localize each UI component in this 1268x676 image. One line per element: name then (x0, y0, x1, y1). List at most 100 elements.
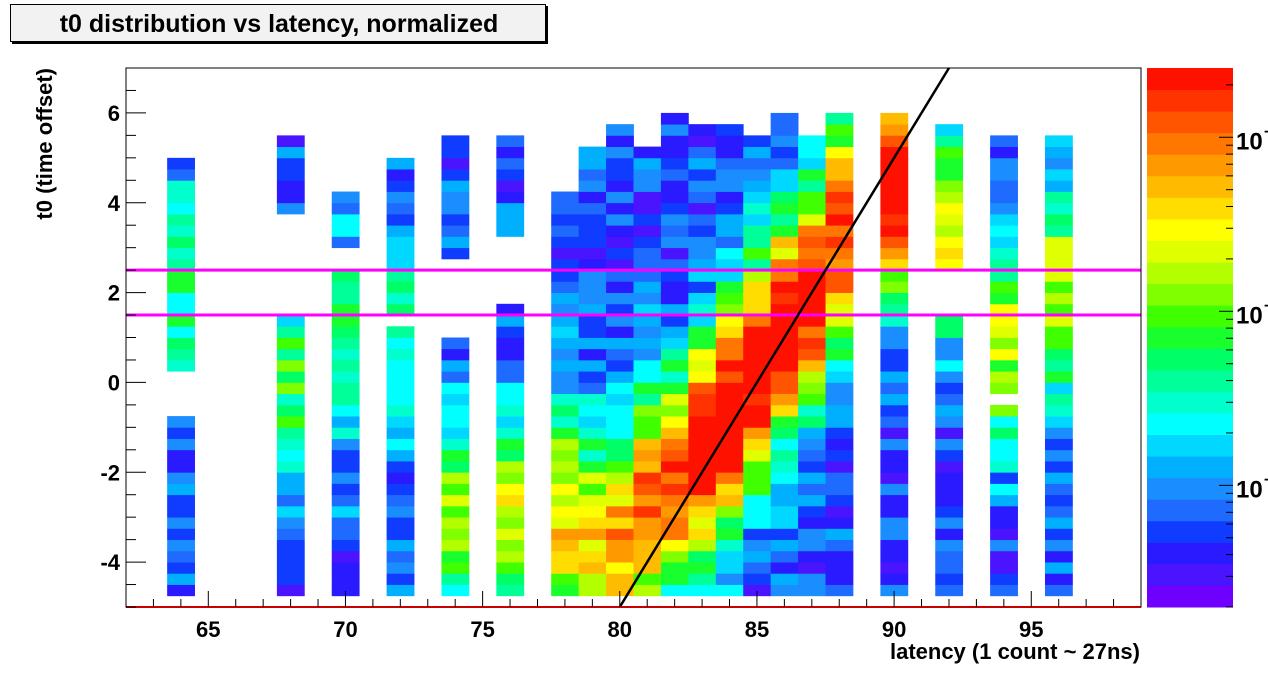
heatmap-cell (688, 404, 717, 417)
heatmap-cell (880, 449, 909, 462)
heatmap-cell (633, 562, 662, 574)
heatmap-cell (167, 202, 195, 215)
heatmap-cell (880, 438, 909, 451)
heatmap-cell (880, 112, 909, 125)
heatmap-cell (276, 517, 305, 529)
heatmap-cell (743, 225, 772, 237)
heatmap-cell (935, 483, 964, 496)
heatmap-cell (880, 124, 909, 136)
heatmap-cell (825, 124, 854, 136)
heatmap-cell (880, 505, 909, 518)
heatmap-cell (990, 483, 1018, 496)
heatmap-cell (715, 393, 744, 406)
heatmap-cell (825, 337, 854, 350)
heatmap-cell (386, 236, 415, 249)
heatmap-cell (633, 191, 662, 204)
heatmap-cell (496, 449, 525, 462)
heatmap-cell (660, 292, 689, 305)
heatmap-cell (633, 573, 662, 585)
heatmap-cell (935, 157, 964, 170)
heatmap-cell (496, 461, 525, 473)
heatmap-cell (743, 326, 772, 338)
heatmap-cell (825, 427, 854, 439)
heatmap-cell (578, 292, 607, 305)
heatmap-cell (715, 157, 744, 170)
heatmap-cell (167, 292, 195, 305)
heatmap-cell (167, 247, 195, 260)
heatmap-cell (551, 472, 580, 484)
heatmap-cell (825, 528, 854, 541)
heatmap-cell (578, 539, 607, 552)
heatmap-cell (578, 169, 607, 181)
heatmap-cell (496, 225, 525, 237)
heatmap-cell (990, 562, 1018, 574)
heatmap-cell (743, 202, 772, 215)
heatmap-cell (688, 135, 717, 148)
heatmap-cell (606, 438, 634, 451)
heatmap-cell (990, 169, 1018, 181)
heatmap-cell (743, 494, 772, 507)
heatmap-cell (825, 213, 854, 226)
heatmap-cell (825, 505, 854, 518)
heatmap-cell (770, 393, 799, 406)
heatmap-cell (935, 416, 964, 428)
heatmap-cell (551, 371, 580, 383)
heatmap-cell (167, 416, 195, 428)
heatmap-cell (386, 169, 415, 181)
heatmap-cell (276, 371, 305, 383)
heatmap-cell (688, 505, 717, 518)
heatmap-cell (551, 562, 580, 574)
colorbar-segment (1147, 305, 1233, 328)
heatmap-cell (551, 438, 580, 451)
heatmap-cell (551, 573, 580, 585)
x-axis: 65 70 75 80 85 90 95 (125, 591, 1142, 642)
heatmap-cell (935, 236, 964, 249)
heatmap-cell (825, 382, 854, 395)
heatmap-cell (1044, 505, 1073, 518)
heatmap-cell (825, 270, 854, 282)
heatmap-cell (578, 202, 607, 215)
heatmap-cell (715, 438, 744, 451)
heatmap-cell (825, 180, 854, 192)
colorbar-segment (1147, 154, 1233, 177)
heatmap-cell (715, 169, 744, 181)
heatmap-cell (880, 180, 909, 192)
x-tick-label: 90 (882, 617, 906, 642)
heatmap-cell (276, 494, 305, 507)
heatmap-cell (331, 404, 360, 417)
heatmap-cell (715, 213, 744, 226)
heatmap-cell (551, 393, 580, 406)
heatmap-cell (167, 505, 195, 518)
heatmap-cell (606, 281, 634, 293)
heatmap-cell (880, 550, 909, 563)
heatmap-cell (1044, 528, 1073, 541)
heatmap-cell (770, 236, 799, 249)
heatmap-cell (1044, 517, 1073, 529)
heatmap-cell (578, 562, 607, 574)
heatmap-cell (990, 247, 1018, 260)
heatmap-cell (331, 427, 360, 439)
heatmap-cell (660, 247, 689, 260)
heatmap-cell (167, 169, 195, 181)
heatmap-cell (770, 573, 799, 585)
heatmap-cell (1044, 191, 1073, 204)
heatmap-cell (386, 326, 415, 338)
heatmap-cell (276, 337, 305, 350)
y-axis-label: t0 (time offset) (32, 68, 57, 220)
colorbar-segment (1147, 499, 1233, 522)
heatmap-cell (688, 292, 717, 305)
heatmap-cell (606, 337, 634, 350)
heatmap-cell (825, 550, 854, 563)
x-axis-label: latency (1 count ~ 27ns) (890, 639, 1140, 664)
heatmap-cell (1044, 573, 1073, 585)
heatmap-cell (825, 573, 854, 585)
heatmap-cell (633, 292, 662, 305)
title-box: t0 distribution vs latency, normalized (10, 4, 546, 42)
heatmap-cell (825, 315, 854, 327)
heatmap-cell (331, 326, 360, 338)
heatmap-cell (715, 562, 744, 574)
heatmap-cell (551, 528, 580, 541)
heatmap-cell (798, 135, 826, 148)
heatmap-cell (167, 472, 195, 484)
